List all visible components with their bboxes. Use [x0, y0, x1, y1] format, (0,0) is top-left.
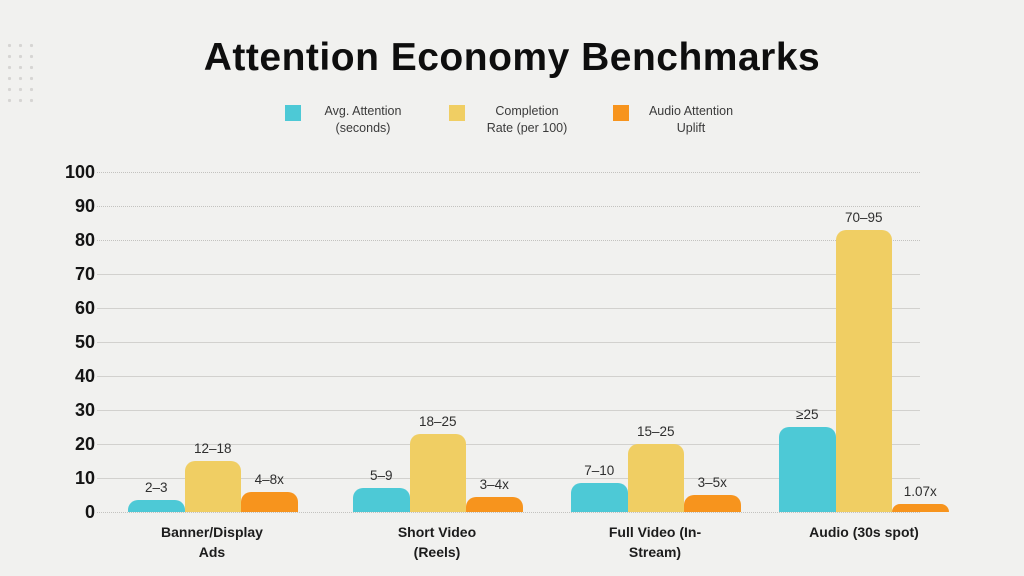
- chart-title: Attention Economy Benchmarks: [203, 36, 821, 79]
- legend-label-audio-uplift: Audio Attention Uplift: [648, 104, 734, 135]
- bar-value-label: 7–10: [584, 463, 615, 479]
- y-tick-30: 30: [74, 400, 95, 420]
- bar-completion-rate-group-1: [184, 461, 241, 512]
- bar-completion-rate-group-3: [627, 444, 684, 512]
- gridline-70: [97, 274, 920, 275]
- bar-value-label: 2–3: [144, 480, 168, 496]
- gridline-10: [97, 478, 920, 479]
- legend-swatch-avg-attention: [285, 105, 301, 121]
- bar-group-1: 2–3 12–18 4–8x: [128, 172, 298, 512]
- y-tick-10: 10: [74, 468, 95, 488]
- y-tick-20: 20: [74, 434, 95, 454]
- legend-item-avg-attention: Avg. Attention (seconds): [285, 103, 411, 136]
- y-tick-50: 50: [74, 332, 95, 352]
- gridline-20: [97, 444, 920, 445]
- bar-audio-uplift-group-1: [241, 491, 298, 512]
- dot-grid-decoration: [4, 40, 38, 104]
- bar-value-label: 3–5x: [697, 475, 727, 490]
- y-tick-40: 40: [74, 366, 95, 386]
- category-label-4: Audio (30s spot): [809, 524, 919, 540]
- gridline-30: [97, 410, 920, 411]
- gridline-50: [97, 342, 920, 343]
- legend-swatch-completion-rate: [449, 105, 465, 121]
- category-label-3: Full Video (In- Stream): [608, 524, 702, 561]
- bar-completion-rate-group-2: [409, 433, 466, 512]
- bar-value-label: 4–8x: [254, 471, 284, 487]
- legend-item-audio-uplift: Audio Attention Uplift: [613, 103, 739, 136]
- bar-value-label: 1.07x: [903, 483, 937, 499]
- bar-value-label: 70–95: [844, 209, 883, 225]
- bar-avg-attention-group-3: [571, 483, 628, 512]
- plot-area: 2–3 12–18 4–8x 5–9 18–25 3–4x 7–10 15–25 3–5x ≥25…: [95, 172, 949, 513]
- bar-value-label: 15–25: [636, 424, 675, 439]
- category-label-2: Short Video (Reels): [397, 524, 477, 561]
- gridline-100: [97, 172, 920, 173]
- y-tick-60: 60: [74, 298, 95, 318]
- bar-value-label: ≥25: [796, 407, 819, 422]
- gridline-0: [97, 512, 920, 513]
- y-tick-80: 80: [74, 230, 95, 250]
- bar-audio-uplift-group-4: [892, 503, 949, 512]
- y-tick-90: 90: [74, 196, 95, 216]
- bar-avg-attention-group-2: [353, 488, 410, 512]
- category-label-1: Banner/Display Ads: [161, 524, 263, 561]
- legend-item-completion-rate: Completion Rate (per 100): [449, 103, 575, 136]
- y-tick-0: 0: [84, 502, 95, 522]
- gridline-40: [97, 376, 920, 377]
- legend: Avg. Attention (seconds) Completion Rate …: [0, 103, 1024, 136]
- bar-avg-attention-group-1: [128, 500, 185, 512]
- gridline-60: [97, 308, 920, 309]
- legend-label-avg-attention: Avg. Attention (seconds): [324, 104, 402, 135]
- bar-group-2: 5–9 18–25 3–4x: [353, 172, 523, 512]
- bar-avg-attention-group-4: [779, 427, 836, 512]
- bar-audio-uplift-group-3: [684, 495, 741, 512]
- bar-value-label: 3–4x: [479, 476, 509, 492]
- gridline-80: [97, 240, 920, 241]
- bar-group-3: 7–10 15–25 3–5x: [571, 172, 741, 512]
- gridline-90: [97, 206, 920, 207]
- bar-completion-rate-group-4: [835, 229, 892, 512]
- legend-label-completion-rate: Completion Rate (per 100): [486, 104, 568, 135]
- bar-audio-uplift-group-2: [466, 496, 523, 512]
- bar-value-label: 12–18: [193, 441, 232, 456]
- legend-swatch-audio-uplift: [613, 105, 629, 121]
- y-tick-70: 70: [74, 264, 95, 284]
- bar-group-4: ≥25 70–95 1.07x: [779, 172, 949, 512]
- bar-value-label: 5–9: [369, 468, 393, 484]
- bar-value-label: 18–25: [418, 413, 457, 429]
- y-tick-100: 100: [64, 162, 95, 182]
